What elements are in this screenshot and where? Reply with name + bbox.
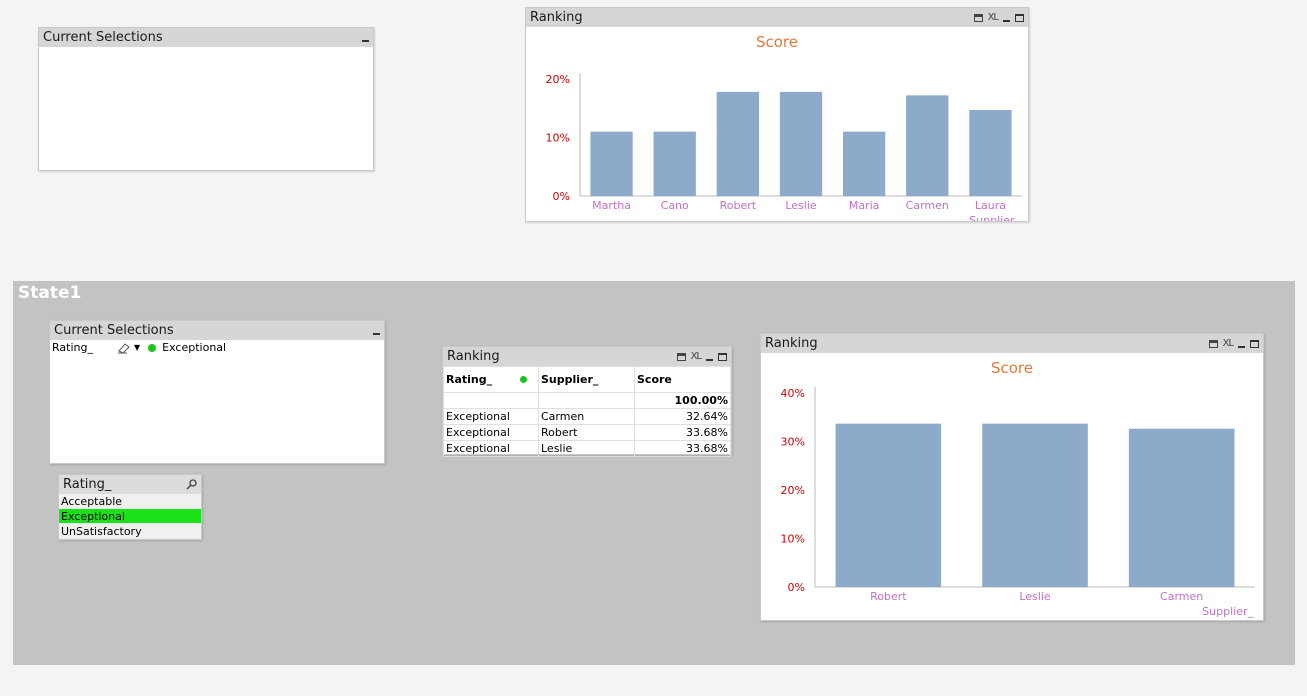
y-tick-label: 0% bbox=[553, 190, 570, 203]
selected-state-dot-icon bbox=[519, 376, 527, 383]
bar-cano[interactable] bbox=[653, 131, 696, 196]
rating-listbox-caption[interactable]: Rating_ bbox=[59, 475, 201, 494]
table-cell[interactable]: Exceptional bbox=[443, 424, 539, 441]
table-row[interactable]: Exceptional Robert 33.68% bbox=[443, 424, 731, 441]
table-row[interactable]: Exceptional Carmen 32.64% bbox=[443, 408, 731, 425]
x-tick-label: Carmen bbox=[906, 199, 949, 212]
state-current-selections-box: Current Selections Rating_ ▼ Exceptional bbox=[49, 320, 385, 464]
y-tick-label: 10% bbox=[781, 533, 805, 546]
print-icon[interactable] bbox=[676, 352, 686, 361]
selection-field: Rating_ bbox=[52, 341, 93, 354]
ranking-table-title: Ranking bbox=[447, 349, 500, 364]
bar-carmen[interactable] bbox=[906, 95, 949, 196]
x-tick-label: Cano bbox=[661, 199, 689, 212]
rating-listbox-title: Rating_ bbox=[63, 477, 112, 492]
print-icon[interactable] bbox=[1208, 339, 1218, 348]
minimize-icon[interactable] bbox=[1003, 19, 1010, 22]
ranking-chart-box: Ranking XL Score 0% 10% 20% Martha Cano Rober… bbox=[525, 7, 1029, 222]
state-label: State1 bbox=[18, 283, 82, 303]
table-cell[interactable]: Robert bbox=[538, 424, 635, 441]
bar-robert[interactable] bbox=[835, 423, 942, 587]
x-axis-label: Supplier_ bbox=[1202, 605, 1253, 618]
selection-row: Rating_ ▼ Exceptional bbox=[50, 340, 384, 355]
table-row[interactable]: Exceptional Leslie 33.68% bbox=[443, 440, 731, 457]
state-ranking-chart-box: Ranking XL Score 0% 10% 20% 30% 40% Robert Les… bbox=[760, 333, 1264, 621]
x-axis-label: Supplier_ bbox=[969, 214, 1020, 221]
ranking-chart-caption[interactable]: Ranking XL bbox=[526, 8, 1028, 27]
bar-chart[interactable]: 0% 10% 20% 30% 40% Robert Leslie Carmen Supplier… bbox=[761, 353, 1263, 620]
ranking-table-caption[interactable]: Ranking XL bbox=[443, 347, 731, 366]
table-total-row: 100.00% bbox=[443, 392, 731, 409]
bar-laura[interactable] bbox=[969, 110, 1012, 196]
maximize-icon[interactable] bbox=[1015, 13, 1024, 22]
x-tick-label: Carmen bbox=[1160, 590, 1203, 603]
table-cell[interactable]: 33.68% bbox=[634, 424, 731, 441]
current-selections-box: Current Selections bbox=[38, 27, 374, 171]
selection-value: Exceptional bbox=[162, 341, 227, 354]
dropdown-arrow-icon[interactable]: ▼ bbox=[134, 343, 141, 352]
rating-listbox: Rating_ Acceptable Exceptional UnSatisfa… bbox=[58, 474, 202, 540]
bar-martha[interactable] bbox=[590, 131, 633, 196]
x-tick-label: Leslie bbox=[1019, 590, 1051, 603]
bar-carmen[interactable] bbox=[1128, 428, 1235, 587]
send-to-excel-icon[interactable]: XL bbox=[987, 12, 999, 23]
bar-maria[interactable] bbox=[842, 131, 886, 196]
bar-robert[interactable] bbox=[716, 91, 760, 196]
x-tick-label: Martha bbox=[592, 199, 631, 212]
column-header-score[interactable]: Score bbox=[634, 366, 731, 393]
table-cell[interactable]: Exceptional bbox=[443, 408, 539, 425]
send-to-excel-icon[interactable]: XL bbox=[1222, 338, 1234, 349]
x-tick-label: Maria bbox=[849, 199, 880, 212]
y-tick-label: 10% bbox=[546, 132, 570, 145]
listbox-item-unsatisfactory[interactable]: UnSatisfactory bbox=[59, 524, 201, 539]
column-header-rating[interactable]: Rating_ bbox=[443, 366, 539, 393]
minimize-icon[interactable] bbox=[373, 332, 380, 335]
listbox-item-acceptable[interactable]: Acceptable bbox=[59, 494, 201, 509]
column-header-supplier[interactable]: Supplier_ bbox=[538, 366, 635, 393]
ranking-chart-title: Ranking bbox=[530, 10, 583, 25]
table-cell[interactable]: 32.64% bbox=[634, 408, 731, 425]
ranking-table-box: Ranking XL Rating_ Supplier_ Score 100.0… bbox=[442, 346, 732, 457]
state-ranking-chart-title: Ranking bbox=[765, 336, 818, 351]
x-tick-label: Laura bbox=[975, 199, 1006, 212]
y-tick-label: 30% bbox=[781, 436, 805, 449]
bar-leslie[interactable] bbox=[779, 91, 823, 196]
x-tick-label: Robert bbox=[870, 590, 907, 603]
y-tick-label: 0% bbox=[788, 581, 805, 594]
table-cell[interactable]: Leslie bbox=[538, 440, 635, 457]
chart-title: Score bbox=[755, 33, 798, 51]
y-tick-label: 40% bbox=[781, 387, 805, 400]
state-ranking-chart-caption[interactable]: Ranking XL bbox=[761, 334, 1263, 353]
state-current-selections-title: Current Selections bbox=[54, 323, 174, 338]
table-cell[interactable]: Carmen bbox=[538, 408, 635, 425]
listbox-item-exceptional[interactable]: Exceptional bbox=[59, 509, 201, 524]
send-to-excel-icon[interactable]: XL bbox=[690, 351, 702, 362]
current-selections-title: Current Selections bbox=[43, 30, 163, 45]
y-tick-label: 20% bbox=[781, 484, 805, 497]
ranking-table: Rating_ Supplier_ Score 100.00% Exceptio… bbox=[443, 366, 731, 457]
minimize-icon[interactable] bbox=[362, 39, 369, 42]
x-tick-label: Leslie bbox=[785, 199, 817, 212]
maximize-icon[interactable] bbox=[1250, 339, 1259, 348]
table-cell[interactable]: 33.68% bbox=[634, 440, 731, 457]
current-selections-caption[interactable]: Current Selections bbox=[39, 28, 373, 47]
bar-chart[interactable]: 0% 10% 20% Martha Cano Robert Leslie Maria Carme… bbox=[526, 27, 1028, 221]
table-header-row: Rating_ Supplier_ Score bbox=[443, 366, 731, 393]
maximize-icon[interactable] bbox=[718, 352, 727, 361]
eraser-icon[interactable] bbox=[116, 342, 132, 354]
chart-title: Score bbox=[990, 359, 1033, 377]
y-tick-label: 20% bbox=[546, 73, 570, 86]
search-icon[interactable] bbox=[186, 479, 197, 490]
minimize-icon[interactable] bbox=[706, 358, 713, 361]
score-total: 100.00% bbox=[634, 392, 731, 409]
state-current-selections-caption[interactable]: Current Selections bbox=[50, 321, 384, 340]
x-tick-label: Robert bbox=[720, 199, 757, 212]
bar-leslie[interactable] bbox=[982, 423, 1088, 587]
minimize-icon[interactable] bbox=[1238, 345, 1245, 348]
selected-state-dot-icon bbox=[148, 343, 157, 352]
table-cell[interactable]: Exceptional bbox=[443, 440, 539, 457]
print-icon[interactable] bbox=[973, 13, 983, 22]
